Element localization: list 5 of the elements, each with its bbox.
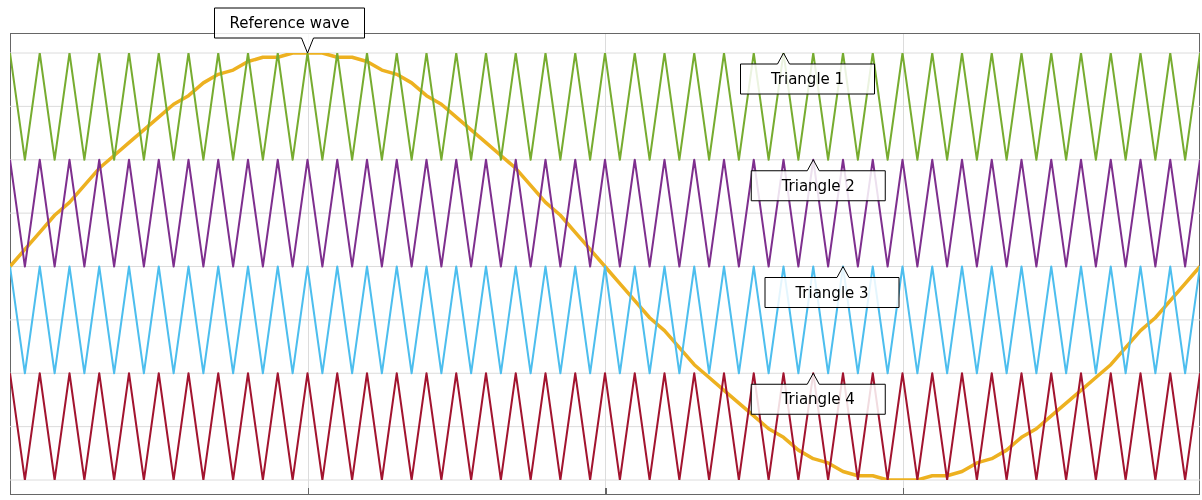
series-label: Triangle 4 xyxy=(780,390,855,409)
series-label: Reference wave xyxy=(229,14,350,32)
series-label: Triangle 2 xyxy=(780,176,855,195)
series-label: Triangle 3 xyxy=(794,283,869,302)
series-label: Triangle 1 xyxy=(769,70,845,88)
